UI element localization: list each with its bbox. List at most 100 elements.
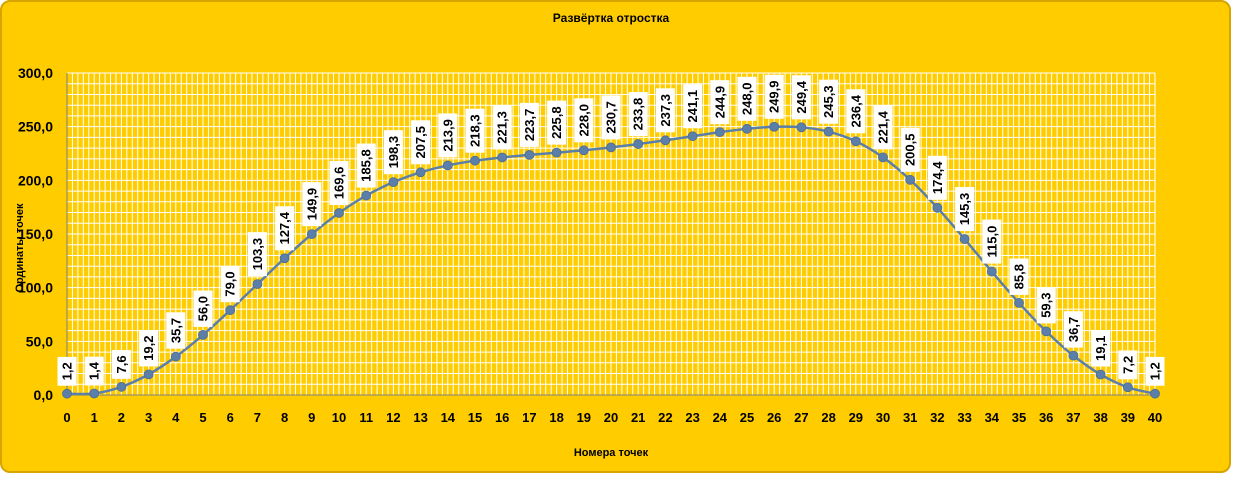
data-label: 218,3 xyxy=(468,114,483,147)
data-label: 249,9 xyxy=(767,81,782,114)
x-tick-label: 8 xyxy=(281,410,288,425)
x-tick-label: 15 xyxy=(468,410,482,425)
x-tick-label: 19 xyxy=(577,410,591,425)
data-point xyxy=(306,229,317,240)
y-tick-label: 200,0 xyxy=(18,172,53,188)
data-label: 19,2 xyxy=(141,336,156,361)
data-point xyxy=(225,305,236,316)
x-tick-label: 40 xyxy=(1148,410,1162,425)
data-point xyxy=(606,142,616,153)
data-label: 174,4 xyxy=(930,161,945,194)
x-tick-label: 4 xyxy=(172,410,180,425)
x-tick-label: 17 xyxy=(522,410,536,425)
data-point xyxy=(143,369,154,380)
data-point xyxy=(660,135,671,146)
x-tick-label: 22 xyxy=(658,410,672,425)
y-axis-ticks: 0,0 50,0 100,0 150,0 200,0 250,0 300,0 xyxy=(18,65,53,403)
data-label: 221,4 xyxy=(876,110,891,143)
x-tick-label: 29 xyxy=(849,410,863,425)
x-tick-label: 39 xyxy=(1121,410,1135,425)
data-label: 225,8 xyxy=(549,106,564,139)
series-line xyxy=(62,121,1160,399)
data-point xyxy=(388,177,399,188)
data-label: 19,1 xyxy=(1093,336,1108,361)
data-label: 200,5 xyxy=(903,134,918,167)
data-label-box xyxy=(791,75,811,120)
data-label: 1,2 xyxy=(60,362,75,380)
data-label: 1,2 xyxy=(1148,362,1163,380)
x-tick-label: 12 xyxy=(386,410,400,425)
y-tick-label: 100,0 xyxy=(18,280,53,296)
data-label: 233,8 xyxy=(631,98,646,131)
data-label: 185,8 xyxy=(359,149,374,182)
data-label-box xyxy=(873,105,893,150)
data-point xyxy=(1014,298,1024,308)
data-point xyxy=(442,160,453,171)
data-point xyxy=(742,123,752,134)
data-label: 228,0 xyxy=(576,104,591,137)
data-label-box xyxy=(601,95,621,140)
x-tick-label: 37 xyxy=(1066,410,1080,425)
data-label-box xyxy=(683,84,703,129)
data-point xyxy=(633,139,644,149)
data-point xyxy=(1095,369,1106,380)
x-tick-label: 10 xyxy=(332,410,346,425)
data-point xyxy=(905,174,916,185)
data-point xyxy=(796,122,807,133)
data-label-box xyxy=(1009,258,1029,295)
x-tick-label: 27 xyxy=(794,410,808,425)
y-tick-label: 150,0 xyxy=(18,226,53,242)
data-point xyxy=(714,127,725,138)
data-label-box xyxy=(982,219,1002,264)
data-label: 198,3 xyxy=(386,136,401,169)
data-point xyxy=(986,266,997,277)
x-tick-label: 16 xyxy=(495,410,509,425)
x-tick-label: 13 xyxy=(413,410,427,425)
x-tick-label: 38 xyxy=(1093,410,1107,425)
data-point xyxy=(334,208,344,218)
data-point xyxy=(252,279,263,290)
x-tick-label: 1 xyxy=(91,410,98,425)
data-label: 236,4 xyxy=(848,94,863,127)
data-point xyxy=(524,149,535,160)
y-tick-label: 300,0 xyxy=(18,65,53,81)
data-label: 79,0 xyxy=(223,271,238,296)
x-tick-label: 20 xyxy=(604,410,618,425)
data-label: 230,7 xyxy=(604,101,619,134)
x-tick-label: 3 xyxy=(145,410,152,425)
data-label-box xyxy=(166,312,186,349)
data-label: 115,0 xyxy=(984,226,999,258)
data-label-box xyxy=(547,100,567,145)
data-label: 35,7 xyxy=(168,318,183,343)
data-point xyxy=(878,152,888,163)
x-tick-label: 0 xyxy=(63,410,70,425)
data-point xyxy=(823,126,834,137)
data-label-box xyxy=(220,265,240,303)
data-point xyxy=(89,388,100,399)
x-tick-label: 6 xyxy=(227,410,234,425)
data-label-box xyxy=(900,127,920,172)
data-label-box xyxy=(819,79,839,124)
x-tick-label: 24 xyxy=(713,410,728,425)
x-tick-label: 7 xyxy=(254,410,261,425)
data-point xyxy=(932,202,943,213)
data-label-box xyxy=(574,98,594,143)
chart-title: Развёртка отростка xyxy=(553,11,670,25)
x-axis-title: Номера точек xyxy=(574,447,649,459)
data-point xyxy=(551,147,562,158)
data-point xyxy=(62,388,72,399)
data-point xyxy=(198,329,208,340)
data-label-box xyxy=(247,232,267,277)
data-label: 7,2 xyxy=(1120,356,1135,374)
data-label: 245,3 xyxy=(821,85,836,118)
data-label-box xyxy=(84,356,104,386)
data-point xyxy=(850,136,861,147)
data-label-box xyxy=(1118,350,1138,380)
data-point xyxy=(470,155,480,166)
data-label-box xyxy=(492,105,512,150)
data-label: 1,4 xyxy=(87,361,102,380)
data-point xyxy=(361,190,372,201)
x-tick-label: 35 xyxy=(1012,410,1026,425)
data-label: 149,9 xyxy=(304,188,319,221)
x-axis-ticks: 0 1 2 3 4 5 6 7 8 9 10 11 12 13 14 15 16 17 18 19 20 21 22 23 24… xyxy=(63,410,1162,425)
